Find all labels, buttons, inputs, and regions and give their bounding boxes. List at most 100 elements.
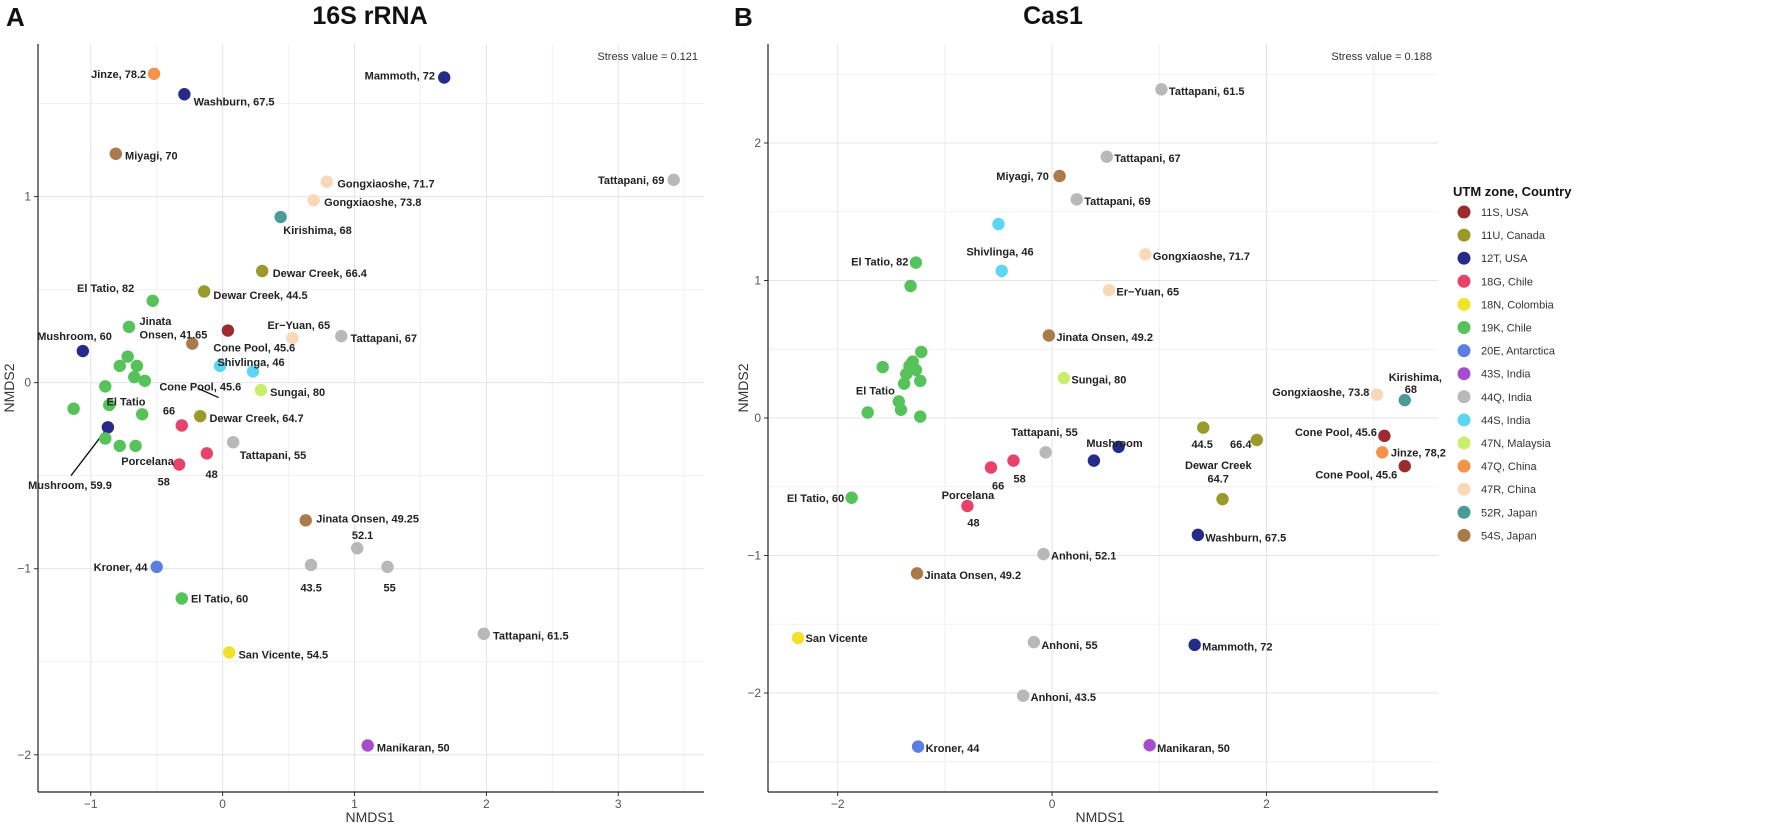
data-point-19k	[99, 380, 112, 393]
point-label: Gongxiaoshe, 71.7	[337, 179, 434, 191]
point-label: 58	[158, 476, 170, 488]
point-label: Tattapani, 55	[240, 450, 306, 462]
data-point-44q	[304, 558, 318, 572]
data-point-11s	[221, 324, 235, 337]
data-point-19k	[915, 345, 928, 359]
annotation-label: El Tatio	[856, 386, 895, 398]
annotation-label: Onsen, 41.65	[140, 329, 208, 341]
data-point-44q	[1039, 446, 1052, 459]
data-point-11u	[194, 409, 207, 423]
data-point-44q	[1100, 150, 1113, 163]
legend-swatch-19k	[1457, 321, 1471, 334]
data-point-19k	[897, 377, 911, 390]
legend-swatch-47r	[1457, 482, 1471, 496]
panel-a-point-labels: Jinze, 78.2 Washburn, 67.5 Mammoth, 72 Miya…	[28, 69, 664, 755]
point-label: Er−Yuan, 65	[267, 320, 330, 332]
data-point-19k	[129, 439, 142, 453]
data-point-18n	[223, 646, 236, 659]
data-point-44q	[226, 435, 240, 449]
point-label: Jinata Onsen, 49.2	[925, 570, 1022, 582]
annotation-label: Shivlinga, 46	[217, 357, 284, 369]
point-label: Mushroom	[1086, 438, 1142, 450]
data-point-19k	[122, 320, 136, 334]
data-point-43s	[1143, 739, 1156, 752]
x-tick-label: 0	[219, 797, 226, 811]
panel-b-axes: −2 0 2 −2 −1 0 1 2	[747, 44, 1438, 811]
point-label: Dewar Creek, 44.5	[213, 290, 307, 302]
point-label: Cone Pool, 45.6	[1315, 469, 1397, 481]
data-point-44q	[1070, 193, 1083, 206]
data-point-19k	[861, 406, 874, 419]
panel-b-x-axis-label: NMDS1	[1075, 809, 1124, 825]
data-point-47q	[147, 67, 161, 80]
legend-label: 47R, China	[1481, 484, 1537, 496]
data-point-44q	[477, 627, 490, 641]
panel-b-points	[791, 83, 1411, 753]
data-point-11u	[1197, 421, 1210, 434]
data-point-11s	[1378, 429, 1391, 443]
point-label: Tattapani, 55	[1011, 427, 1077, 439]
data-point-44s	[213, 359, 227, 373]
data-point-44q	[1155, 83, 1168, 96]
panel-a-y-axis-label: NMDS2	[1, 363, 17, 412]
data-point-44q	[350, 542, 364, 555]
data-point-12t	[437, 71, 451, 84]
point-label: Kroner, 44	[926, 743, 981, 755]
point-label: 48	[967, 518, 979, 530]
annotation-label: Cone Pool, 45.6	[213, 342, 295, 354]
point-label: 43.5	[300, 582, 321, 594]
data-point-12t	[178, 88, 191, 101]
legend-swatch-52r	[1457, 505, 1471, 519]
data-point-19k	[135, 408, 149, 421]
panel-a-points	[67, 67, 680, 752]
legend-swatch-43s	[1457, 367, 1471, 381]
data-point-12t	[101, 421, 115, 434]
point-label: Gongxiaoshe, 73.8	[324, 197, 421, 209]
data-point-47n	[254, 383, 268, 397]
annotation-label: Jinata	[140, 316, 173, 328]
point-label: 44.5	[1191, 439, 1212, 451]
data-point-47q	[1376, 446, 1389, 459]
x-tick-label: 0	[1049, 797, 1056, 811]
point-label: Tattapani, 69	[1084, 196, 1150, 208]
legend-label: 44Q, India	[1481, 392, 1533, 404]
legend: UTM zone, Country 11S, USA 11U, Canada 12T…	[1453, 184, 1572, 542]
legend-label: 18G, Chile	[1481, 276, 1533, 288]
data-point-47r	[1370, 388, 1384, 401]
data-point-12t	[1112, 440, 1125, 454]
data-point-47r	[286, 331, 299, 345]
data-point-44s	[992, 217, 1005, 231]
point-label: 66	[163, 406, 175, 418]
data-point-12t	[1087, 454, 1101, 467]
y-tick-label: −1	[747, 549, 761, 563]
data-point-44q	[335, 329, 348, 343]
panel-b-grid	[768, 44, 1438, 792]
point-label: 52.1	[352, 530, 373, 542]
data-point-44q	[667, 173, 680, 187]
y-tick-label: 1	[754, 274, 761, 288]
data-point-54s	[299, 514, 312, 527]
data-point-44s	[246, 365, 260, 378]
panel-b-title: Cas1	[1023, 2, 1083, 30]
data-point-19k	[876, 360, 889, 374]
x-tick-label: 3	[615, 797, 622, 811]
data-point-19k	[894, 403, 908, 416]
data-point-44s	[995, 264, 1008, 278]
legend-label: 54S, Japan	[1481, 530, 1537, 542]
legend-label: 47N, Malaysia	[1481, 438, 1552, 450]
data-point-12t	[76, 344, 90, 358]
point-label: El Tatio, 60	[191, 593, 248, 605]
data-point-19k	[909, 363, 923, 377]
data-point-18g	[1007, 454, 1020, 467]
data-point-19k	[904, 279, 917, 293]
point-label: Jinata Onsen, 49.25	[316, 513, 419, 525]
data-point-18g	[984, 461, 998, 474]
data-point-54s	[109, 147, 123, 160]
point-label: Dewar Creek, 66.4	[273, 268, 368, 280]
point-label: Mammoth, 72	[365, 71, 435, 83]
data-point-52r	[274, 210, 287, 224]
data-point-54s	[186, 337, 199, 350]
data-point-19k	[67, 402, 80, 415]
legend-items: 11S, USA 11U, Canada 12T, USA 18G, Chile 18N…	[1457, 205, 1556, 542]
